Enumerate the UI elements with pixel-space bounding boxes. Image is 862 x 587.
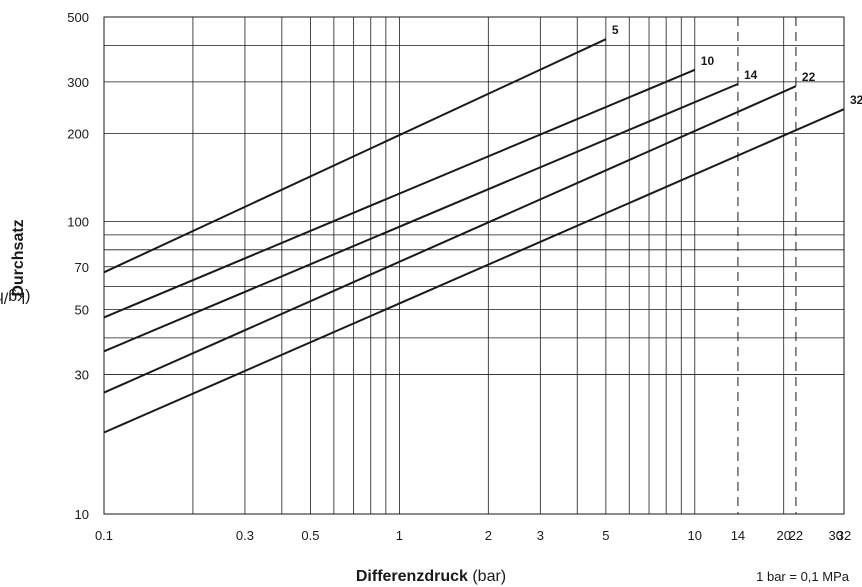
series-label-5: 5	[612, 23, 619, 37]
y-axis-label-text: Durchsatz (kg/h)	[0, 219, 30, 305]
y-tick-label: 70	[75, 260, 89, 275]
series-line-22	[103, 85, 797, 394]
x-tick-label: 0.5	[301, 528, 319, 543]
x-tick-label: 2	[485, 528, 492, 543]
series-line-5	[103, 38, 607, 274]
y-tick-label: 300	[67, 75, 89, 90]
grid-lines	[103, 16, 845, 515]
y-tick-label: 200	[67, 126, 89, 141]
x-tick-label: 5	[602, 528, 609, 543]
y-tick-label: 10	[75, 507, 89, 522]
unit-note: 1 bar = 0,1 MPa	[756, 569, 849, 584]
x-axis-label-main: Differenzdruck	[355, 568, 468, 585]
y-tick-label: 100	[67, 214, 89, 229]
y-tick-label: 500	[67, 10, 89, 25]
x-tick-label: 14	[731, 528, 745, 543]
y-tick-label: 30	[75, 367, 89, 382]
plot-frame	[103, 16, 845, 515]
x-tick-label: 32	[837, 528, 851, 543]
series-line-10	[103, 68, 696, 319]
series-line-32	[103, 108, 845, 434]
x-tick-label: 3	[537, 528, 544, 543]
y-tick-label: 50	[75, 303, 89, 318]
x-tick-label: 20	[776, 528, 790, 543]
x-tick-label: 30	[828, 528, 842, 543]
series-label-32: 32	[850, 93, 862, 107]
series-label-22: 22	[802, 70, 816, 84]
y-axis-label-main: Durchsatz	[10, 219, 27, 297]
y-axis-label-unit: (kg/h)	[0, 288, 31, 306]
x-tick-label: 10	[688, 528, 702, 543]
x-tick-label: 0.1	[95, 528, 113, 543]
x-tick-label: 0.3	[236, 528, 254, 543]
series-label-14: 14	[744, 68, 758, 82]
series-line-14	[103, 83, 739, 353]
x-axis-label: Differenzdruck (bar)	[0, 568, 862, 586]
x-tick-label: 22	[789, 528, 803, 543]
x-tick-label: 1	[396, 528, 403, 543]
series-lines: 5 10 14 22 32	[103, 23, 862, 434]
series-label-10: 10	[701, 54, 715, 68]
x-axis-label-unit: (bar)	[472, 568, 507, 585]
